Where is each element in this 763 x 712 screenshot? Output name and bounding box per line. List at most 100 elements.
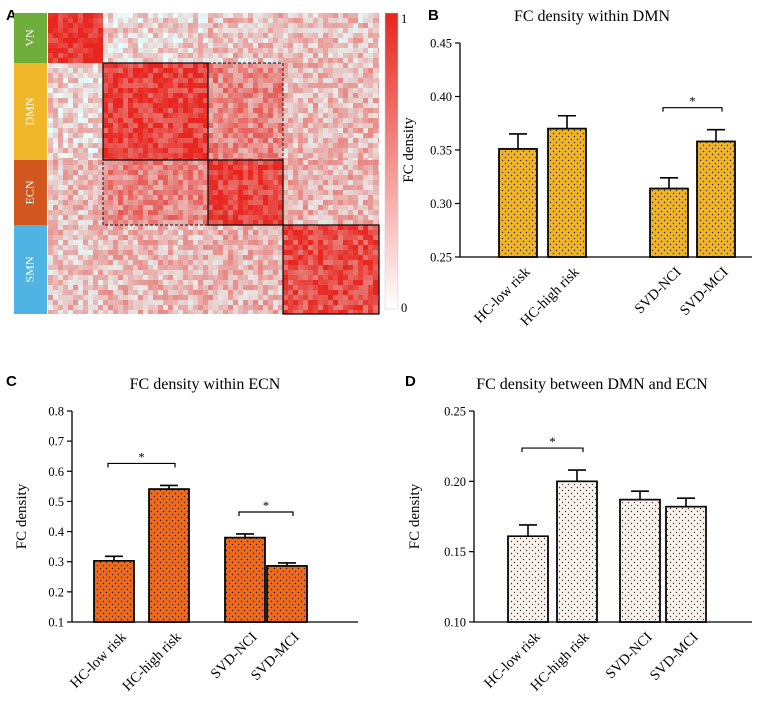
heatmap-cell [238,18,243,23]
heatmap-cell [303,170,308,175]
heatmap-cell [333,138,338,143]
heatmap-cell [188,225,193,230]
heatmap-cell [118,220,123,225]
heatmap-cell [143,18,148,23]
heatmap-cell [98,148,103,153]
heatmap-cell [363,300,368,305]
heatmap-cell [253,98,258,103]
heatmap-cell [313,240,318,245]
heatmap-cell [268,190,273,195]
heatmap-cell [173,118,178,123]
heatmap-cell [68,118,73,123]
heatmap-cell [88,285,93,290]
heatmap-cell [278,160,283,165]
heatmap-cell [128,160,133,165]
heatmap-cell [308,280,313,285]
heatmap-cell [328,13,333,18]
heatmap-cell [308,138,313,143]
heatmap-cell [173,83,178,88]
heatmap-cell [103,285,108,290]
heatmap-cell [263,275,268,280]
heatmap-cell [333,245,338,250]
heatmap-cell [143,13,148,18]
heatmap-cell [243,83,248,88]
heatmap-cell [348,133,353,138]
heatmap-cell [178,290,183,295]
heatmap-cell [138,195,143,200]
heatmap-cell [173,225,178,230]
heatmap-cell [208,295,213,300]
heatmap-cell [123,33,128,38]
heatmap-cell [158,200,163,205]
heatmap-cell [258,113,263,118]
heatmap-cell [283,23,288,28]
heatmap-cell [68,260,73,265]
heatmap-cell [48,73,53,78]
heatmap-cell [153,108,158,113]
heatmap-cell [318,305,323,310]
heatmap-cell [148,63,153,68]
heatmap-cell [343,300,348,305]
heatmap-cell [68,148,73,153]
heatmap-cell [308,23,313,28]
heatmap-cell [138,180,143,185]
heatmap-cell [178,13,183,18]
heatmap-cell [258,195,263,200]
heatmap-cell [133,48,138,53]
heatmap-cell [168,260,173,265]
heatmap-cell [208,128,213,133]
heatmap-cell [228,160,233,165]
heatmap-cell [303,23,308,28]
heatmap-cell [98,275,103,280]
heatmap-cell [278,48,283,53]
heatmap-cell [278,245,283,250]
heatmap-cell [308,175,313,180]
heatmap-cell [68,128,73,133]
heatmap-cell [128,28,133,33]
heatmap-cell [58,240,63,245]
heatmap-cell [168,133,173,138]
heatmap-cell [228,290,233,295]
heatmap-cell [128,103,133,108]
heatmap-cell [273,128,278,133]
heatmap-cell [343,230,348,235]
heatmap-cell [293,133,298,138]
heatmap-cell [193,43,198,48]
category-label: SVD-MCI [677,264,732,319]
heatmap-cell [338,58,343,63]
heatmap-cell [303,195,308,200]
colorbar-min-label: 0 [401,301,407,315]
heatmap-cell [348,260,353,265]
heatmap-cell [378,93,379,98]
heatmap-cell [268,300,273,305]
heatmap-cell [73,93,78,98]
heatmap-cell [98,230,103,235]
heatmap-cell [58,148,63,153]
heatmap-cell [348,98,353,103]
heatmap-cell [293,28,298,33]
heatmap-cell [98,280,103,285]
heatmap-cell [203,295,208,300]
heatmap-cell [63,290,68,295]
heatmap-cell [238,295,243,300]
heatmap-cell [313,290,318,295]
heatmap-cell [313,73,318,78]
heatmap-cell [53,225,58,230]
heatmap-cell [298,158,303,160]
heatmap-cell [368,103,373,108]
heatmap-cell [63,195,68,200]
heatmap-cell [303,128,308,133]
heatmap-cell [253,53,258,58]
heatmap-cell [348,180,353,185]
heatmap-cell [328,73,333,78]
heatmap-cell [278,205,283,210]
heatmap-cell [313,143,318,148]
heatmap-cell [123,295,128,300]
heatmap-cell [88,235,93,240]
heatmap-cell [243,270,248,275]
heatmap-cell [63,190,68,195]
heatmap-cell [73,88,78,93]
heatmap-cell [93,153,98,158]
heatmap-cell [283,195,288,200]
heatmap-cell [78,305,83,310]
